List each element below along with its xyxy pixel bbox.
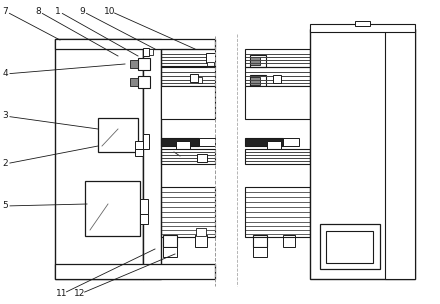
- Bar: [98, 118, 138, 152]
- Bar: [250, 55, 266, 67]
- Text: 4: 4: [2, 70, 8, 78]
- Bar: [55, 39, 143, 279]
- Bar: [161, 66, 215, 86]
- Bar: [143, 48, 149, 56]
- Text: 8: 8: [35, 6, 41, 16]
- Bar: [320, 224, 380, 269]
- Bar: [385, 29, 415, 279]
- Bar: [250, 77, 260, 85]
- Bar: [143, 134, 149, 149]
- Text: 1: 1: [55, 6, 61, 16]
- Bar: [253, 235, 267, 247]
- Bar: [163, 247, 177, 257]
- Bar: [163, 235, 177, 247]
- Text: 3: 3: [2, 112, 8, 120]
- Bar: [198, 77, 202, 83]
- Bar: [250, 75, 266, 87]
- Bar: [161, 138, 199, 146]
- Bar: [199, 138, 215, 146]
- Bar: [140, 199, 148, 214]
- Bar: [161, 49, 215, 67]
- Bar: [253, 247, 267, 257]
- Bar: [161, 149, 215, 164]
- Text: 2: 2: [2, 160, 8, 168]
- Bar: [250, 57, 260, 65]
- Bar: [135, 141, 143, 149]
- Bar: [267, 141, 281, 149]
- Bar: [85, 181, 140, 236]
- Bar: [273, 75, 281, 83]
- Text: 5: 5: [2, 202, 8, 210]
- Bar: [206, 53, 215, 63]
- Bar: [245, 67, 310, 86]
- Bar: [196, 228, 206, 236]
- Bar: [130, 60, 138, 68]
- Bar: [326, 231, 373, 263]
- Bar: [149, 49, 153, 55]
- Bar: [55, 39, 215, 49]
- Bar: [245, 86, 310, 119]
- Bar: [161, 86, 215, 119]
- Bar: [130, 78, 138, 86]
- Bar: [135, 149, 143, 156]
- Bar: [310, 29, 415, 279]
- Bar: [55, 264, 215, 279]
- Bar: [197, 154, 207, 162]
- Bar: [245, 149, 310, 164]
- Bar: [310, 24, 415, 32]
- Text: 10: 10: [104, 6, 116, 16]
- Bar: [161, 187, 215, 237]
- Text: 12: 12: [74, 289, 86, 299]
- Bar: [283, 235, 295, 247]
- Text: 11: 11: [56, 289, 68, 299]
- Bar: [195, 235, 207, 247]
- Bar: [245, 187, 310, 237]
- Bar: [190, 74, 198, 82]
- Text: 7: 7: [2, 6, 8, 16]
- Bar: [283, 138, 299, 146]
- Bar: [355, 21, 370, 26]
- Bar: [138, 76, 150, 88]
- Bar: [245, 138, 283, 146]
- Bar: [138, 58, 150, 70]
- Bar: [176, 141, 190, 149]
- Text: 9: 9: [79, 6, 85, 16]
- Bar: [207, 62, 214, 67]
- Bar: [140, 214, 148, 224]
- Bar: [143, 39, 161, 279]
- Bar: [245, 49, 310, 67]
